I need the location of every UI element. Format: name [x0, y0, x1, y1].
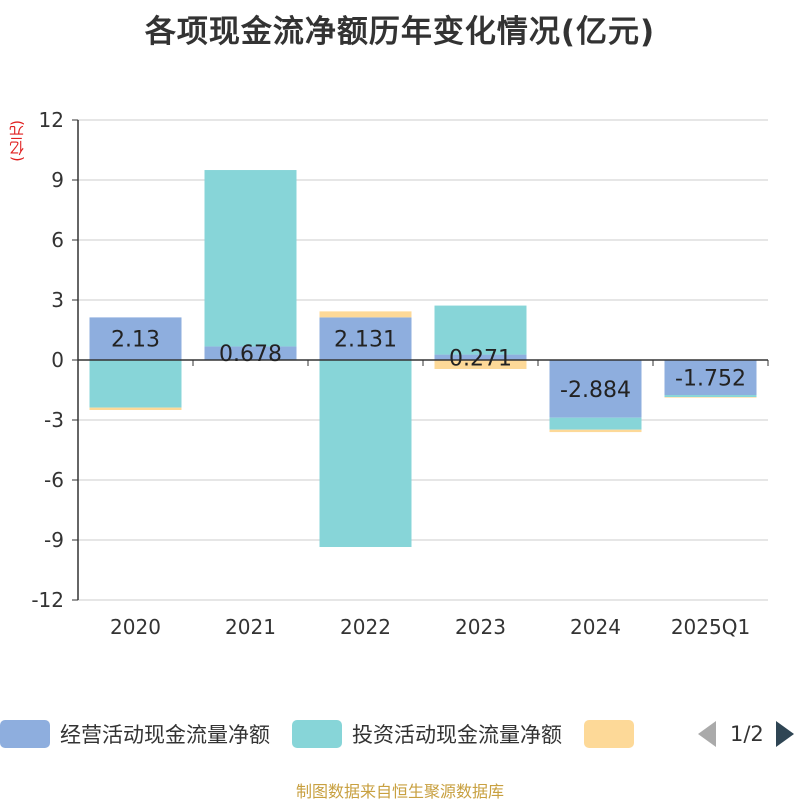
- data-label-operating: -2.884: [560, 378, 631, 403]
- data-label-operating: 2.13: [111, 328, 160, 353]
- legend-pager: 1/2: [698, 716, 794, 752]
- legend-swatch-investing: [292, 720, 342, 748]
- bar-operating: [549, 360, 642, 418]
- y-tick-label: 12: [39, 108, 64, 132]
- y-tick-label: 3: [51, 288, 64, 312]
- x-category-label: 2022: [340, 615, 391, 639]
- y-tick-label: -9: [44, 528, 64, 552]
- x-category-label: 2020: [110, 615, 161, 639]
- legend-page-indicator: 1/2: [730, 722, 764, 746]
- data-label-operating: 2.131: [334, 328, 397, 353]
- bar-investing: [89, 360, 182, 408]
- legend-item-financing[interactable]: [584, 720, 644, 748]
- bar-financing: [319, 311, 412, 318]
- legend-swatch-operating: [0, 720, 50, 748]
- data-source-footer: 制图数据来自恒生聚源数据库: [295, 782, 504, 801]
- y-tick-label: -3: [44, 408, 64, 432]
- y-tick-label: -12: [31, 588, 64, 612]
- bar-investing: [664, 395, 757, 398]
- x-category-label: 2024: [570, 615, 621, 639]
- x-category-label: 2025Q1: [671, 615, 750, 639]
- bar-investing: [204, 170, 297, 347]
- x-category-label: 2023: [455, 615, 506, 639]
- legend-next-page-icon[interactable]: [775, 721, 794, 747]
- bar-investing: [319, 360, 412, 547]
- legend-label-operating: 经营活动现金流量净额: [60, 723, 270, 747]
- data-label-operating: -1.752: [675, 367, 746, 392]
- bar-financing: [549, 429, 642, 433]
- bar-operating: [89, 317, 182, 360]
- y-tick-label: 0: [51, 348, 64, 372]
- legend: 经营活动现金流量净额 投资活动现金流量净额: [0, 716, 800, 752]
- chart-title: 各项现金流净额历年变化情况(亿元): [144, 14, 656, 50]
- y-tick-label: 6: [51, 228, 64, 252]
- legend-prev-page-icon[interactable]: [698, 721, 716, 747]
- legend-item-investing[interactable]: 投资活动现金流量净额: [292, 719, 562, 749]
- bar-financing: [664, 397, 757, 398]
- x-category-label: 2021: [225, 615, 276, 639]
- bar-operating: [434, 354, 527, 360]
- bar-operating: [664, 360, 757, 396]
- bar-investing: [434, 305, 527, 355]
- data-label-operating: 0.271: [449, 346, 512, 371]
- bar-operating: [204, 346, 297, 360]
- data-label-operating: 0.678: [219, 342, 282, 367]
- bar-financing: [434, 360, 527, 369]
- y-tick-label: 9: [51, 168, 64, 192]
- bar-financing: [89, 407, 182, 410]
- bar-investing: [549, 417, 642, 430]
- chart-svg: 12 9 6 3 0 -3 -6 -9 -12 2020 2021 2022 2023 2024 2025Q…: [31, 108, 769, 639]
- bar-operating: [319, 317, 412, 360]
- legend-label-investing: 投资活动现金流量净额: [352, 723, 562, 747]
- legend-swatch-financing: [584, 720, 634, 748]
- legend-item-operating[interactable]: 经营活动现金流量净额: [0, 719, 270, 749]
- y-tick-label: -6: [44, 468, 64, 492]
